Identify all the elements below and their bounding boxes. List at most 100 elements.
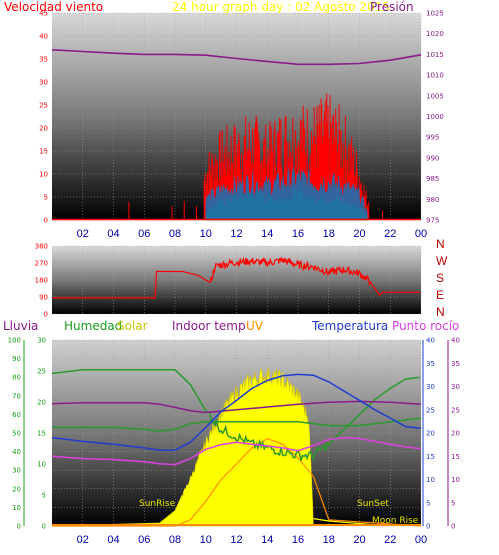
- pressure-y-tick: 1025: [426, 10, 444, 18]
- temperature-y-tick: 5: [426, 499, 430, 507]
- temperature-y-tick: 40: [426, 337, 435, 345]
- direction-y-tick: 270: [35, 260, 48, 268]
- wind-y-tick: 40: [39, 33, 48, 41]
- pressure-y-tick: 1020: [426, 30, 444, 38]
- x-tick-label-bottom: 20: [353, 534, 365, 546]
- temperature-y-tick: 10: [426, 476, 435, 484]
- pressure-y-tick: 985: [426, 175, 439, 183]
- humidity-secondary-line: [52, 417, 422, 432]
- x-tick-label-bottom: 12: [230, 534, 242, 546]
- x-tick-label-top: 08: [169, 228, 181, 240]
- x-tick-label-top: 00: [415, 228, 427, 240]
- chart-title: 24 hour graph day : 02 Agosto 2015: [172, 0, 390, 14]
- direction-label: W: [436, 254, 448, 268]
- rain-y-tick: 60: [12, 411, 21, 419]
- sunrise-annotation: SunRise: [139, 499, 176, 509]
- x-tick-label-top: 18: [323, 228, 335, 240]
- uv-y-tick: 15: [37, 430, 46, 438]
- x-tick-label-top: 22: [384, 228, 396, 240]
- direction-label: E: [436, 288, 444, 302]
- moonrise-annotation: Moon Rise: [372, 516, 419, 526]
- legend-rain: Lluvia: [3, 319, 38, 333]
- rain-y-tick: 20: [12, 485, 21, 493]
- direction-y-tick: 90: [39, 294, 48, 302]
- direction-panel-ticks: 0 90 180 270 360: [35, 243, 48, 319]
- indoor-y-tick: 35: [451, 360, 460, 368]
- direction-y-tick: 180: [35, 277, 48, 285]
- pressure-y-tick: 1010: [426, 72, 444, 80]
- legend-dewpoint: Punto rocío: [392, 319, 459, 333]
- x-tick-label-top: 16: [292, 228, 304, 240]
- weather-panel-marks: [51, 366, 422, 527]
- wind-panel-ticks: 0510152025303540459759809859909951000100…: [39, 10, 444, 225]
- temperature-y-tick: 0: [426, 523, 430, 531]
- uv-y-tick: 25: [37, 368, 46, 376]
- indoor-y-tick: 10: [451, 476, 460, 484]
- indoor-y-tick: 5: [451, 499, 455, 507]
- rain-y-tick: 50: [12, 430, 21, 438]
- x-tick-label-bottom: 10: [200, 534, 212, 546]
- wind-y-tick: 35: [39, 56, 48, 64]
- x-tick-label-bottom: 18: [323, 534, 335, 546]
- wind-panel-marks: [51, 49, 422, 221]
- temperature-y-tick: 35: [426, 360, 435, 368]
- x-tick-label-bottom: 00: [415, 534, 427, 546]
- x-tick-label-top: 10: [200, 228, 212, 240]
- rain-y-tick: 70: [12, 392, 21, 400]
- pressure-label: Presión: [370, 0, 414, 14]
- x-tick-label-bottom: 06: [138, 534, 150, 546]
- uv-y-tick: 10: [37, 461, 46, 469]
- uv-y-tick: 0: [42, 523, 46, 531]
- x-tick-label-bottom: 14: [261, 534, 273, 546]
- wind-y-tick: 10: [39, 171, 48, 179]
- indoor-temp-line: [51, 400, 422, 414]
- average-speed-band: [205, 166, 368, 221]
- x-tick-label-bottom: 16: [292, 534, 304, 546]
- uv-y-tick: 30: [37, 337, 46, 345]
- x-tick-label-top: 04: [107, 228, 119, 240]
- pressure-y-tick: 1000: [426, 113, 444, 121]
- x-tick-label-bottom: 08: [169, 534, 181, 546]
- pressure-line: [51, 49, 422, 66]
- temperature-line: [51, 373, 422, 451]
- indoor-y-tick: 25: [451, 406, 460, 414]
- legend-uv: UV: [246, 319, 264, 333]
- temperature-y-tick: 20: [426, 430, 435, 438]
- direction-line: [52, 256, 421, 299]
- pressure-y-tick: 1005: [426, 92, 444, 100]
- legend-indoor-temp: Indoor temp: [172, 319, 246, 333]
- direction-label: N: [436, 237, 445, 251]
- temperature-y-tick: 30: [426, 383, 435, 391]
- pressure-y-tick: 995: [426, 134, 439, 142]
- indoor-y-tick: 0: [451, 523, 455, 531]
- rain-y-tick: 80: [12, 374, 21, 382]
- rain-y-tick: 10: [12, 504, 21, 512]
- direction-y-tick: 0: [44, 311, 48, 319]
- dewpoint-line: [51, 436, 422, 466]
- wind-y-tick: 25: [39, 102, 48, 110]
- direction-label: N: [436, 305, 445, 319]
- x-tick-label-top: 06: [138, 228, 150, 240]
- x-tick-label-top: 02: [77, 228, 89, 240]
- x-tick-label-bottom: 02: [77, 534, 89, 546]
- wind-y-tick: 30: [39, 79, 48, 87]
- uv-y-tick: 20: [37, 399, 46, 407]
- rain-y-tick: 100: [8, 337, 21, 345]
- indoor-y-tick: 15: [451, 453, 460, 461]
- x-tick-label-top: 20: [353, 228, 365, 240]
- wind-y-tick: 5: [44, 194, 48, 202]
- pressure-y-tick: 975: [426, 217, 439, 225]
- x-tick-labels-top: 02 04 06 08 10 12 14 16 18 20 22 00: [77, 228, 428, 240]
- pressure-y-tick: 1015: [426, 51, 444, 59]
- uv-line: [52, 437, 422, 527]
- humidity-line: [51, 369, 420, 463]
- direction-panel-marks: [52, 256, 421, 299]
- x-tick-label-bottom: 22: [384, 534, 396, 546]
- rain-y-tick: 40: [12, 448, 21, 456]
- temperature-y-tick: 15: [426, 453, 435, 461]
- direction-label: S: [436, 271, 444, 285]
- wind-y-tick: 0: [44, 217, 48, 225]
